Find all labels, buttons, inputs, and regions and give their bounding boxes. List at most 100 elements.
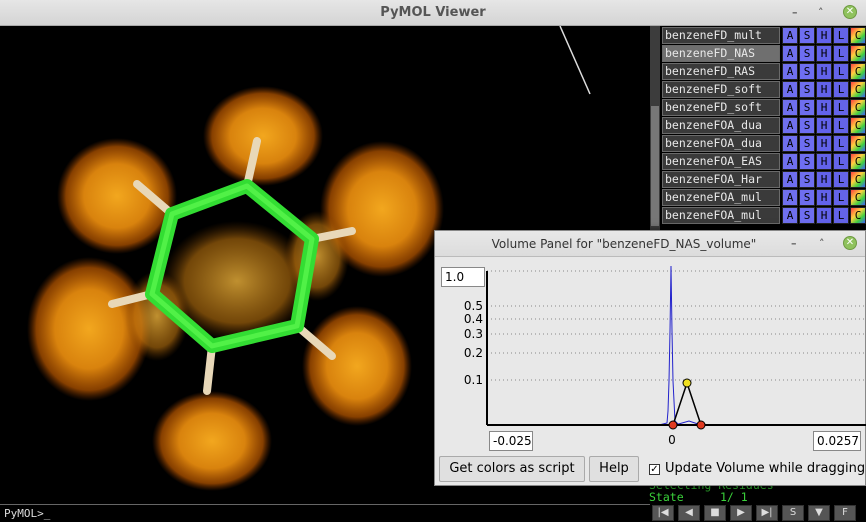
- object-h-button[interactable]: H: [816, 135, 832, 152]
- scrollbar-thumb[interactable]: [651, 106, 659, 226]
- object-s-button[interactable]: S: [799, 63, 815, 80]
- object-a-button[interactable]: A: [782, 63, 798, 80]
- object-h-button[interactable]: H: [816, 189, 832, 206]
- object-l-button[interactable]: L: [833, 63, 849, 80]
- object-l-button[interactable]: L: [833, 171, 849, 188]
- close-icon[interactable]: ✕: [843, 5, 857, 19]
- volume-maximize-icon[interactable]: ˄: [819, 237, 825, 250]
- object-name[interactable]: benzeneFOA_dua: [662, 117, 780, 134]
- update-volume-checkbox[interactable]: ✓: [649, 464, 660, 475]
- object-a-button[interactable]: A: [782, 27, 798, 44]
- object-s-button[interactable]: S: [799, 99, 815, 116]
- object-row[interactable]: benzeneFOA_mul A S H L C: [662, 189, 866, 206]
- volume-panel-titlebar[interactable]: Volume Panel for "benzeneFD_NAS_volume" …: [435, 231, 865, 257]
- x-max-input[interactable]: [813, 431, 861, 451]
- object-c-button[interactable]: C: [850, 207, 866, 224]
- x-min-input[interactable]: [489, 431, 533, 451]
- object-c-button[interactable]: C: [850, 153, 866, 170]
- object-s-button[interactable]: S: [799, 27, 815, 44]
- control-point-yellow[interactable]: [682, 378, 692, 388]
- object-name[interactable]: benzeneFD_RAS: [662, 63, 780, 80]
- object-s-button[interactable]: S: [799, 171, 815, 188]
- object-name[interactable]: benzeneFD_soft: [662, 81, 780, 98]
- object-c-button[interactable]: C: [850, 99, 866, 116]
- help-button[interactable]: Help: [589, 456, 639, 482]
- object-l-button[interactable]: L: [833, 153, 849, 170]
- object-a-button[interactable]: A: [782, 207, 798, 224]
- object-name[interactable]: benzeneFD_soft: [662, 99, 780, 116]
- movie-control-button[interactable]: F: [834, 505, 856, 521]
- object-row[interactable]: benzeneFOA_mul A S H L C: [662, 207, 866, 224]
- volume-close-icon[interactable]: ✕: [843, 236, 857, 250]
- object-h-button[interactable]: H: [816, 153, 832, 170]
- object-l-button[interactable]: L: [833, 135, 849, 152]
- object-row[interactable]: benzeneFD_mult A S H L C: [662, 27, 866, 44]
- object-h-button[interactable]: H: [816, 117, 832, 134]
- object-row[interactable]: benzeneFD_soft A S H L C: [662, 99, 866, 116]
- object-c-button[interactable]: C: [850, 27, 866, 44]
- movie-control-button[interactable]: ▶|: [756, 505, 778, 521]
- object-h-button[interactable]: H: [816, 27, 832, 44]
- object-s-button[interactable]: S: [799, 45, 815, 62]
- object-l-button[interactable]: L: [833, 117, 849, 134]
- object-a-button[interactable]: A: [782, 135, 798, 152]
- object-row[interactable]: benzeneFOA_dua A S H L C: [662, 135, 866, 152]
- object-h-button[interactable]: H: [816, 207, 832, 224]
- volume-histogram[interactable]: 0.5 0.4 0.3 0.2 0.1 0: [439, 261, 866, 451]
- movie-control-button[interactable]: ▼: [808, 505, 830, 521]
- object-row[interactable]: benzeneFD_NAS A S H L C: [662, 45, 866, 62]
- object-h-button[interactable]: H: [816, 99, 832, 116]
- object-name[interactable]: benzeneFOA_mul: [662, 189, 780, 206]
- object-h-button[interactable]: H: [816, 45, 832, 62]
- object-a-button[interactable]: A: [782, 153, 798, 170]
- movie-control-button[interactable]: ◀: [678, 505, 700, 521]
- top-value-input[interactable]: [441, 267, 485, 287]
- object-name[interactable]: benzeneFD_NAS: [662, 45, 780, 62]
- volume-minimize-icon[interactable]: –: [791, 237, 797, 250]
- object-c-button[interactable]: C: [850, 135, 866, 152]
- minimize-icon[interactable]: –: [792, 6, 798, 19]
- object-l-button[interactable]: L: [833, 81, 849, 98]
- object-c-button[interactable]: C: [850, 81, 866, 98]
- command-line[interactable]: PyMOL>_: [0, 504, 650, 522]
- control-point-red-left[interactable]: [668, 420, 678, 430]
- object-row[interactable]: benzeneFOA_EAS A S H L C: [662, 153, 866, 170]
- object-h-button[interactable]: H: [816, 171, 832, 188]
- object-row[interactable]: benzeneFD_RAS A S H L C: [662, 63, 866, 80]
- object-c-button[interactable]: C: [850, 45, 866, 62]
- object-name[interactable]: benzeneFOA_Har: [662, 171, 780, 188]
- object-c-button[interactable]: C: [850, 171, 866, 188]
- object-s-button[interactable]: S: [799, 189, 815, 206]
- object-name[interactable]: benzeneFOA_EAS: [662, 153, 780, 170]
- object-l-button[interactable]: L: [833, 27, 849, 44]
- object-name[interactable]: benzeneFOA_mul: [662, 207, 780, 224]
- object-h-button[interactable]: H: [816, 81, 832, 98]
- object-name[interactable]: benzeneFD_mult: [662, 27, 780, 44]
- object-s-button[interactable]: S: [799, 81, 815, 98]
- movie-control-button[interactable]: ▶: [730, 505, 752, 521]
- maximize-icon[interactable]: ˄: [818, 6, 824, 19]
- object-a-button[interactable]: A: [782, 117, 798, 134]
- object-name[interactable]: benzeneFOA_dua: [662, 135, 780, 152]
- movie-control-button[interactable]: |◀: [652, 505, 674, 521]
- object-scrollbar[interactable]: [650, 26, 660, 236]
- object-c-button[interactable]: C: [850, 63, 866, 80]
- object-row[interactable]: benzeneFD_soft A S H L C: [662, 81, 866, 98]
- object-s-button[interactable]: S: [799, 117, 815, 134]
- movie-control-button[interactable]: S: [782, 505, 804, 521]
- control-point-red-right[interactable]: [696, 420, 706, 430]
- object-a-button[interactable]: A: [782, 171, 798, 188]
- object-s-button[interactable]: S: [799, 207, 815, 224]
- object-a-button[interactable]: A: [782, 45, 798, 62]
- object-s-button[interactable]: S: [799, 153, 815, 170]
- object-row[interactable]: benzeneFOA_Har A S H L C: [662, 171, 866, 188]
- movie-control-button[interactable]: ■: [704, 505, 726, 521]
- object-l-button[interactable]: L: [833, 99, 849, 116]
- object-h-button[interactable]: H: [816, 63, 832, 80]
- object-a-button[interactable]: A: [782, 99, 798, 116]
- object-a-button[interactable]: A: [782, 189, 798, 206]
- command-prompt[interactable]: PyMOL>_: [4, 507, 51, 520]
- object-l-button[interactable]: L: [833, 189, 849, 206]
- object-c-button[interactable]: C: [850, 189, 866, 206]
- object-c-button[interactable]: C: [850, 117, 866, 134]
